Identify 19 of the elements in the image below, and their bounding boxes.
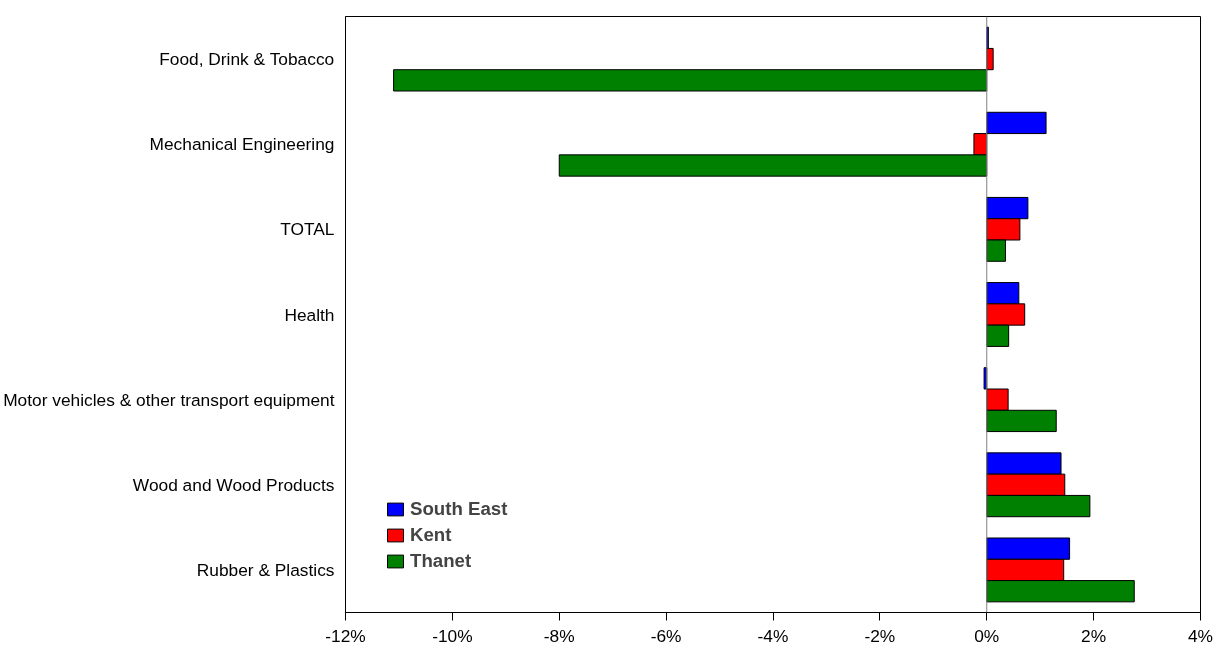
x-tick-label: 2%	[1081, 625, 1107, 646]
y-tick-label: Wood and Wood Products	[132, 474, 335, 495]
x-tick-label: 0%	[974, 625, 1000, 646]
y-tick-label: Rubber & Plastics	[196, 559, 335, 580]
x-tick-label: -4%	[757, 625, 789, 646]
x-tick-label: -6%	[650, 625, 682, 646]
legend-label: Thanet	[410, 550, 472, 572]
y-tick-label: Mechanical Engineering	[149, 134, 335, 155]
x-tick-label: -8%	[543, 625, 575, 646]
x-tick-label: -2%	[864, 625, 896, 646]
y-tick-label: Health	[284, 304, 335, 325]
x-tick-label: 4%	[1187, 625, 1214, 646]
y-tick-label: Food, Drink & Tobacco	[159, 49, 335, 70]
x-tick-label: -10%	[432, 625, 473, 646]
y-tick-label: Motor vehicles & other transport equipment	[3, 389, 335, 410]
x-tick-label: -12%	[325, 625, 366, 646]
y-tick-label: TOTAL	[280, 219, 335, 240]
legend-label: South East	[410, 498, 508, 520]
legend-label: Kent	[410, 524, 452, 546]
